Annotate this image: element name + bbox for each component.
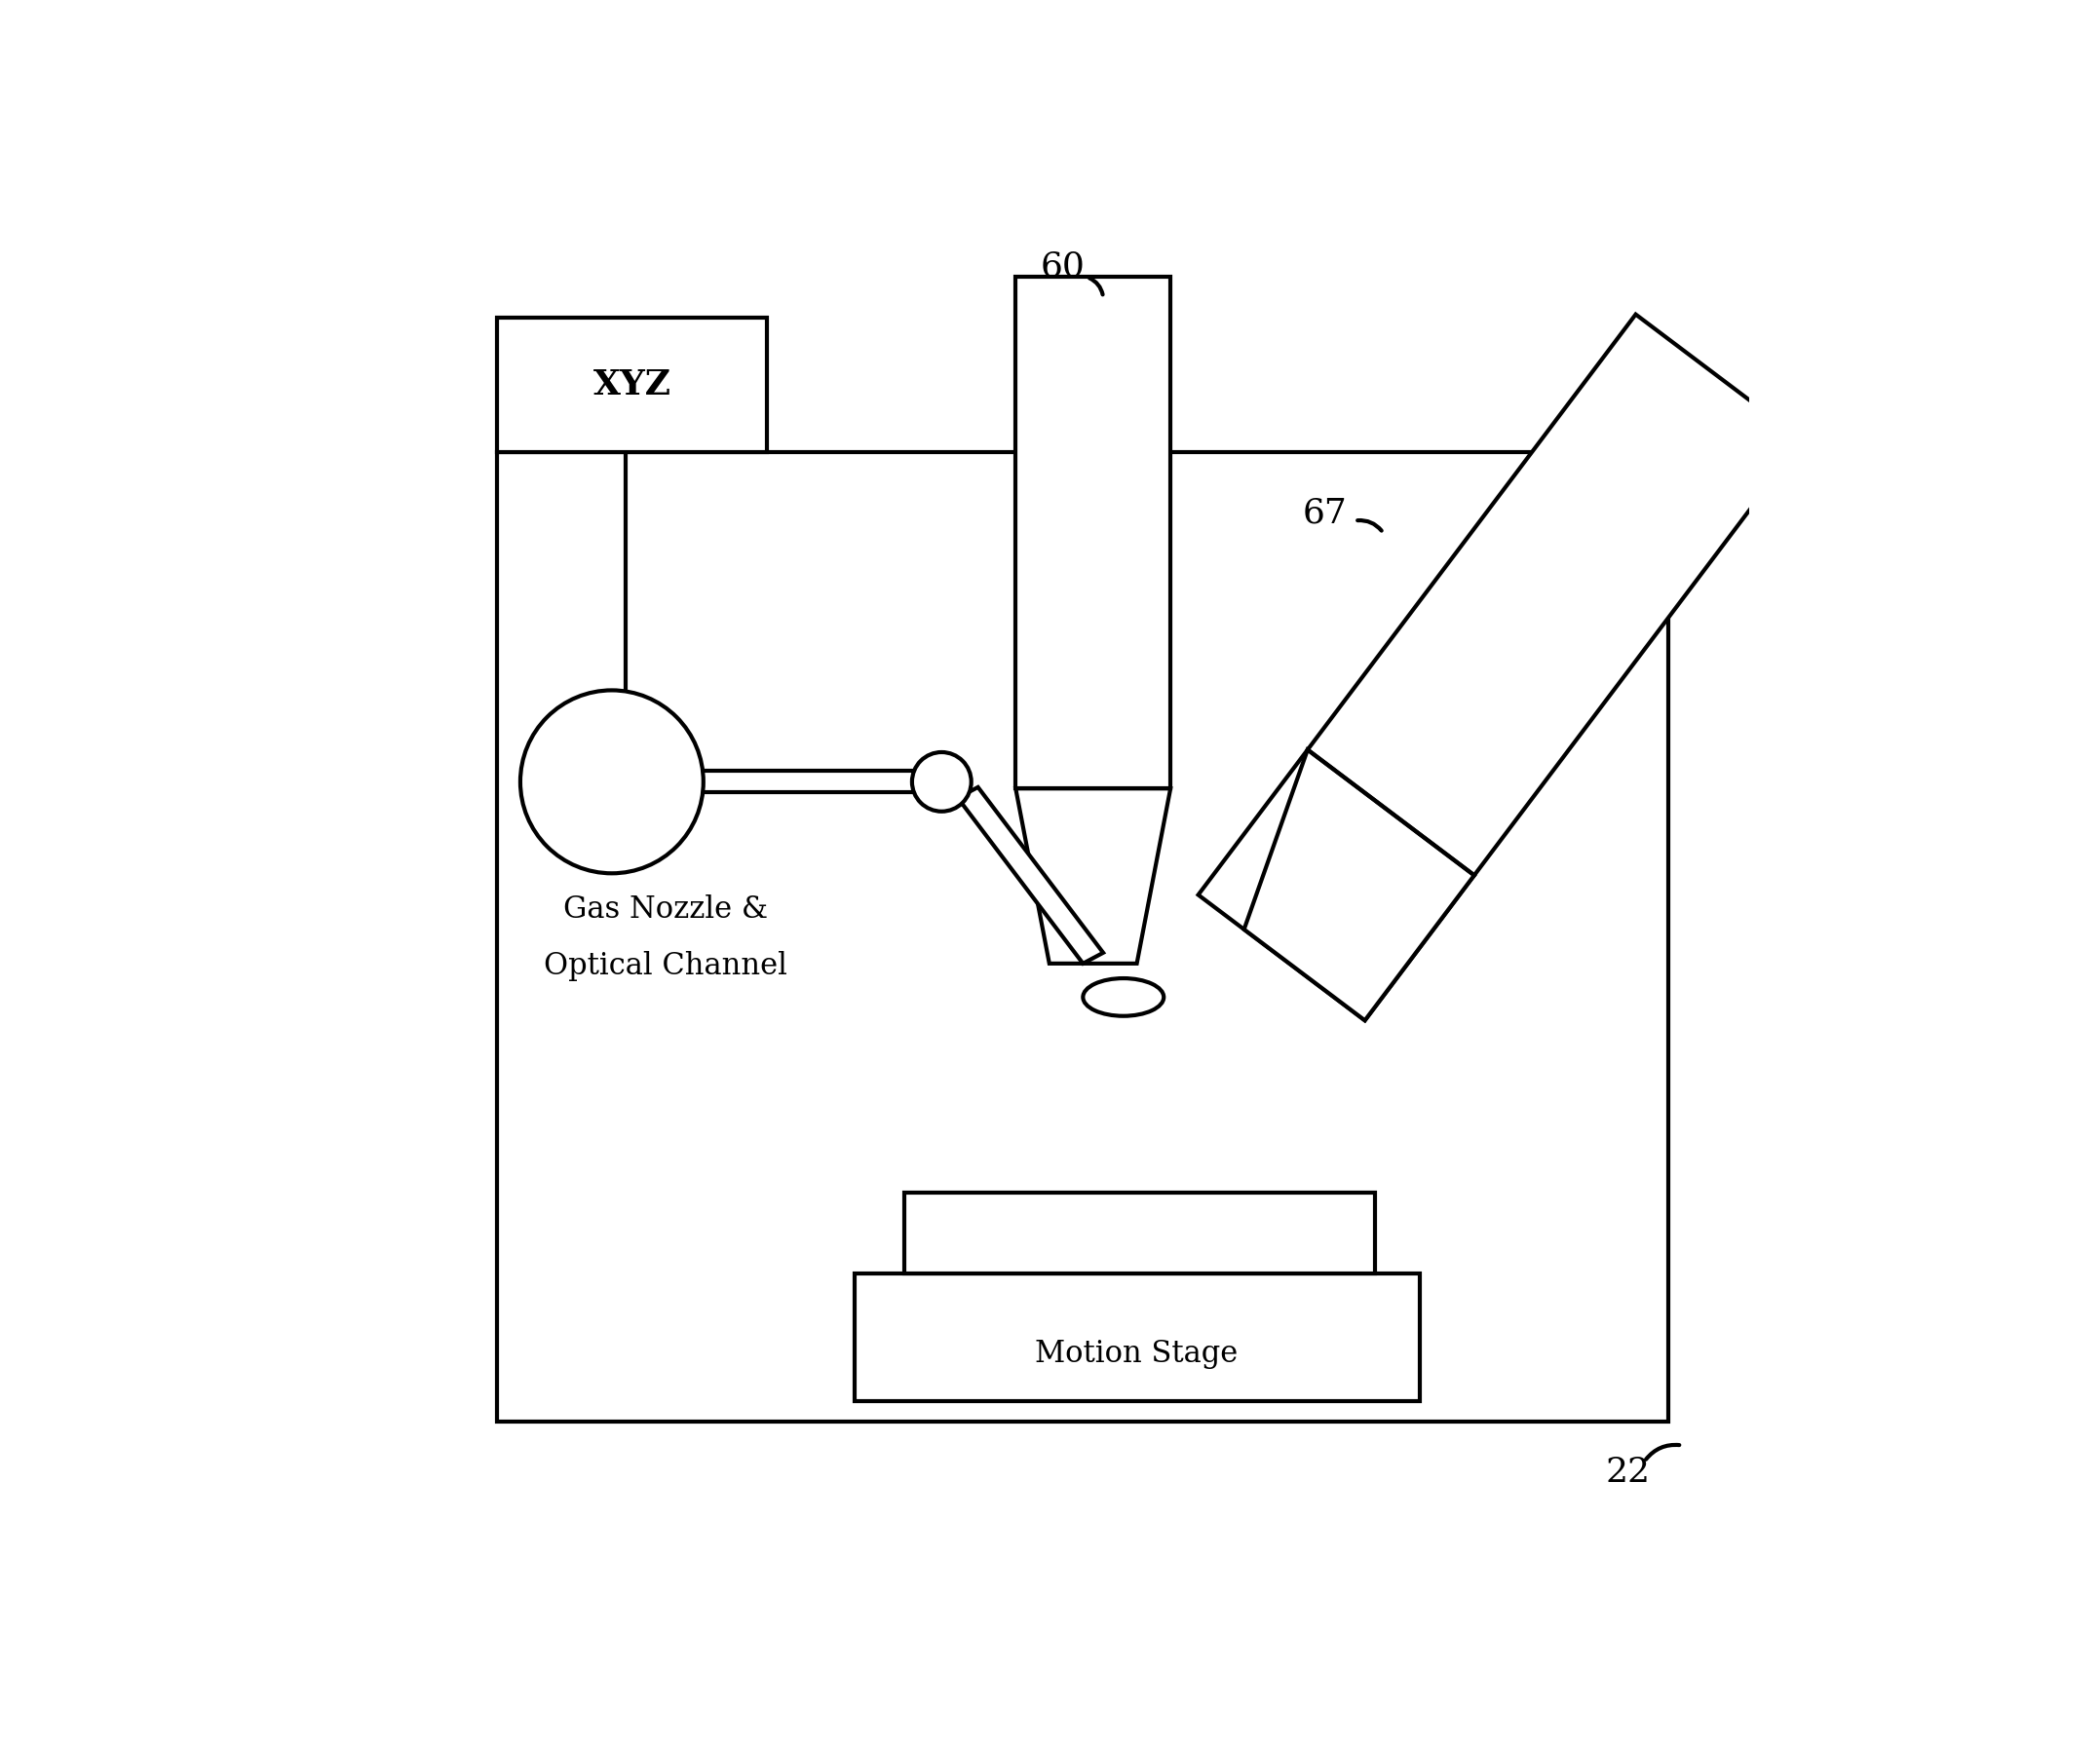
Bar: [498, 453, 1670, 1421]
Text: 67: 67: [1302, 496, 1348, 530]
Polygon shape: [1199, 315, 1802, 1021]
Bar: [855, 1273, 1420, 1400]
Text: Motion Stage: Motion Stage: [1035, 1339, 1239, 1369]
Text: Gas Nozzle &: Gas Nozzle &: [563, 895, 769, 925]
Circle shape: [911, 752, 972, 811]
Ellipse shape: [1084, 979, 1163, 1016]
Text: Optical Channel: Optical Channel: [544, 951, 788, 981]
Circle shape: [521, 690, 704, 874]
Polygon shape: [1016, 788, 1170, 963]
Bar: [903, 1192, 1376, 1273]
Polygon shape: [1243, 750, 1474, 1021]
Polygon shape: [958, 787, 1102, 963]
Bar: [498, 318, 766, 453]
Text: XYZ: XYZ: [592, 369, 672, 402]
Text: 22: 22: [1606, 1456, 1651, 1489]
Bar: [1016, 276, 1170, 788]
Text: 60: 60: [1040, 250, 1086, 283]
